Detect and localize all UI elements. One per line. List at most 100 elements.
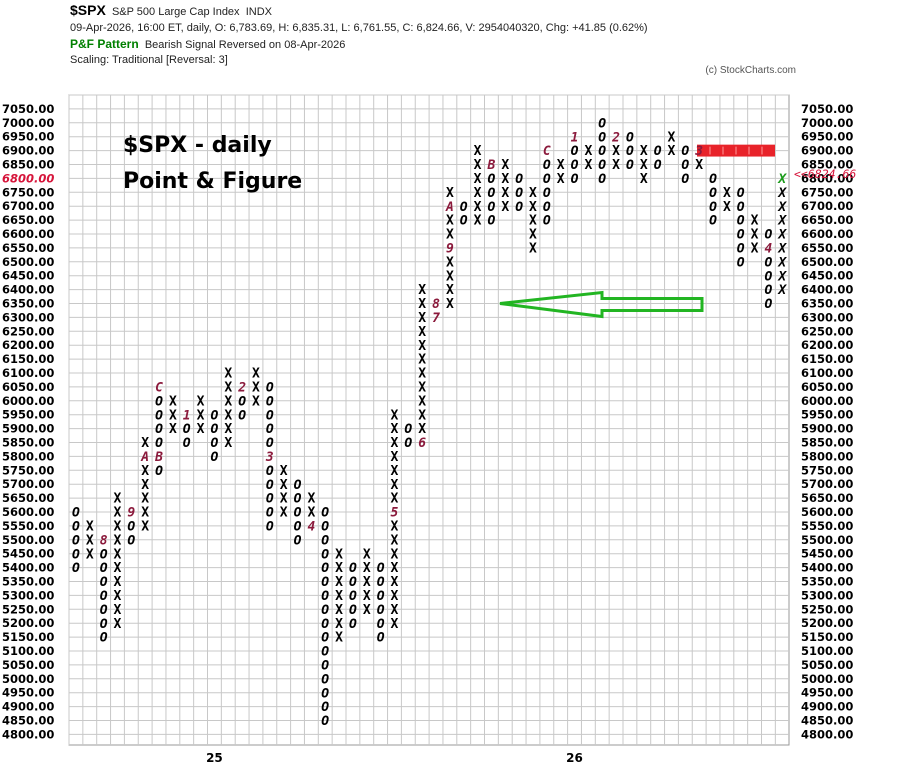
x-mark: X — [418, 325, 426, 340]
o-mark: O — [294, 478, 302, 493]
o-mark: O — [598, 158, 606, 173]
month-marker: 5 — [391, 506, 399, 521]
x-mark: X — [114, 533, 122, 548]
x-mark: X — [446, 297, 454, 312]
x-mark: X — [391, 450, 399, 465]
o-mark: O — [321, 714, 329, 729]
month-marker: 3 — [265, 450, 274, 465]
o-mark: O — [404, 422, 412, 437]
o-mark: O — [765, 297, 773, 312]
x-mark: X — [418, 367, 426, 382]
o-mark: O — [211, 436, 219, 451]
x-mark: X — [335, 575, 343, 590]
month-marker: 7 — [432, 311, 440, 326]
x-mark: X — [777, 228, 787, 243]
x-mark: X — [363, 575, 371, 590]
x-mark: X — [252, 394, 260, 409]
x-mark: X — [391, 547, 399, 562]
month-marker: 9 — [446, 242, 454, 257]
y-tick-label-right: 6050.00 — [801, 380, 853, 394]
x-mark: X — [307, 492, 315, 507]
x-mark: X — [474, 158, 482, 173]
o-mark: O — [377, 603, 385, 618]
o-mark: O — [100, 631, 108, 646]
x-mark: X — [224, 367, 232, 382]
o-mark: O — [681, 158, 689, 173]
y-tick-label-right: 5000.00 — [801, 672, 853, 686]
y-tick-label-right: 6750.00 — [801, 185, 853, 199]
x-mark: X — [197, 422, 205, 437]
x-mark: X — [197, 394, 205, 409]
pattern-text: Bearish Signal Reversed on 08-Apr-2026 — [144, 39, 346, 51]
x-mark: X — [224, 422, 232, 437]
o-mark: O — [349, 617, 357, 632]
x-mark: X — [114, 575, 122, 590]
green-arrow — [499, 290, 704, 319]
x-mark: X — [391, 408, 399, 423]
o-mark: O — [543, 200, 551, 215]
o-mark: O — [349, 561, 357, 576]
y-tick-label-left: 6750.00 — [2, 185, 54, 199]
y-tick-label-left: 6650.00 — [2, 213, 54, 227]
x-mark: X — [474, 214, 482, 229]
o-mark: O — [266, 464, 274, 479]
y-tick-label-left: 5600.00 — [2, 505, 54, 519]
x-mark: X — [418, 311, 426, 326]
o-mark: O — [266, 492, 274, 507]
y-tick-label-right: 5950.00 — [801, 408, 853, 422]
o-mark: O — [349, 603, 357, 618]
o-mark: O — [515, 172, 523, 187]
o-mark: O — [294, 506, 302, 521]
y-tick-label-left: 5500.00 — [2, 533, 54, 547]
x-mark: X — [280, 464, 288, 479]
y-tick-label-left: 6350.00 — [2, 297, 54, 311]
x-mark: X — [612, 158, 620, 173]
x-tick-label: 26 — [566, 751, 583, 765]
x-mark: X — [777, 172, 787, 187]
x-mark: X — [280, 506, 288, 521]
o-mark: O — [321, 659, 329, 674]
y-tick-label-right: 4950.00 — [801, 686, 853, 700]
x-mark: X — [391, 603, 399, 618]
o-mark: O — [654, 158, 662, 173]
x-mark: X — [418, 381, 426, 396]
o-mark: O — [266, 506, 274, 521]
y-tick-label-right: 4900.00 — [801, 700, 853, 714]
o-mark: O — [598, 172, 606, 187]
month-marker: 8 — [432, 297, 440, 312]
y-tick-label-left: 6450.00 — [2, 269, 54, 283]
y-tick-label-left: 5900.00 — [2, 422, 54, 436]
y-tick-label-left: 5700.00 — [2, 477, 54, 491]
o-mark: O — [100, 547, 108, 562]
x-mark: X — [418, 297, 426, 312]
x-mark: X — [335, 561, 343, 576]
y-tick-label-right: 5650.00 — [801, 491, 853, 505]
x-mark: X — [777, 214, 787, 229]
o-mark: O — [100, 617, 108, 632]
y-tick-label-right: 5150.00 — [801, 630, 853, 644]
y-tick-label-left: 7050.00 — [2, 102, 54, 116]
y-tick-label-right: 6600.00 — [801, 227, 853, 241]
x-mark: X — [474, 186, 482, 201]
o-mark: O — [349, 589, 357, 604]
x-mark: X — [169, 408, 177, 423]
o-mark: O — [709, 200, 717, 215]
x-mark: X — [777, 269, 787, 284]
pattern-line: P&F Pattern Bearish Signal Reversed on 0… — [70, 37, 345, 51]
o-mark: O — [238, 394, 246, 409]
y-tick-label-right: 5900.00 — [801, 422, 853, 436]
month-marker: 1 — [183, 408, 191, 423]
o-mark: O — [183, 436, 191, 451]
arrow-annotation-group — [499, 290, 704, 319]
x-mark: X — [141, 492, 149, 507]
month-marker: 8 — [100, 533, 108, 548]
x-mark: X — [446, 214, 454, 229]
o-mark: O — [571, 144, 579, 159]
exchange: INDX — [245, 6, 272, 18]
y-tick-label-left: 6150.00 — [2, 352, 54, 366]
o-mark: O — [737, 255, 745, 270]
y-tick-label-left: 5250.00 — [2, 602, 54, 616]
o-mark: O — [598, 116, 606, 131]
o-mark: O — [321, 589, 329, 604]
x-mark: X — [474, 144, 482, 159]
